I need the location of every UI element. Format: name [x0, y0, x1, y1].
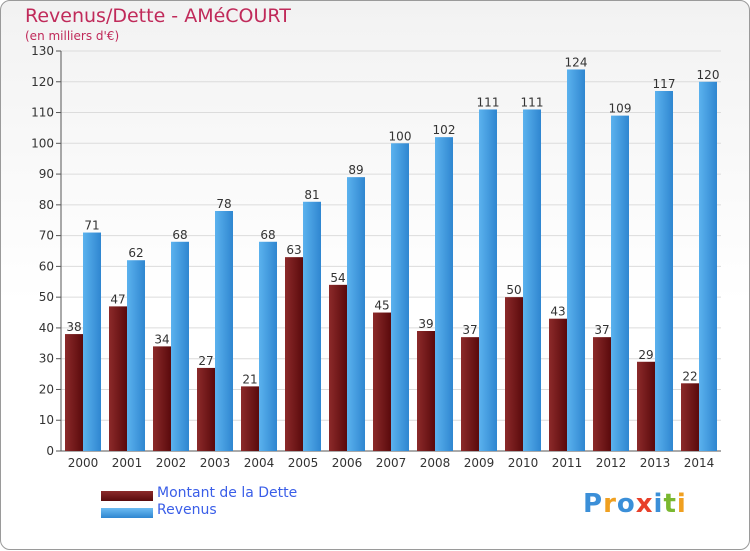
- legend-swatch-debt: [101, 491, 153, 501]
- revenue-bar: [347, 177, 365, 451]
- revenue-bar: [699, 81, 717, 452]
- legend-label-revenue: Revenus: [157, 502, 217, 518]
- revenue-value-label: 68: [260, 228, 275, 242]
- debt-value-label: 27: [198, 354, 213, 368]
- debt-value-label: 43: [550, 305, 565, 319]
- y-tick-label: 110: [31, 106, 54, 120]
- debt-value-label: 21: [242, 372, 257, 386]
- x-tick-label: 2007: [376, 456, 407, 470]
- x-tick-label: 2006: [332, 456, 363, 470]
- revenue-bar: [567, 69, 585, 451]
- x-tick-label: 2014: [684, 456, 715, 470]
- x-tick-label: 2012: [596, 456, 627, 470]
- x-tick-label: 2005: [288, 456, 319, 470]
- revenue-value-label: 81: [304, 188, 319, 202]
- debt-bar: [373, 312, 391, 451]
- y-tick-label: 50: [39, 290, 54, 304]
- revenue-value-label: 89: [348, 163, 363, 177]
- debt-bar: [417, 331, 435, 451]
- y-tick-label: 20: [39, 382, 54, 396]
- debt-value-label: 37: [594, 323, 609, 337]
- x-tick-label: 2009: [464, 456, 495, 470]
- debt-bar: [153, 346, 171, 451]
- debt-bar: [241, 386, 259, 451]
- revenue-bar: [611, 115, 629, 451]
- revenue-value-label: 117: [653, 77, 676, 91]
- debt-bar: [549, 318, 567, 451]
- x-tick-label: 2013: [640, 456, 671, 470]
- revenue-value-label: 109: [609, 102, 632, 116]
- revenue-value-label: 71: [84, 219, 99, 233]
- revenue-bar: [171, 241, 189, 451]
- debt-bar: [65, 334, 83, 451]
- revenue-bar: [259, 241, 277, 451]
- debt-value-label: 29: [638, 348, 653, 362]
- y-tick-label: 80: [39, 198, 54, 212]
- legend-swatch-revenue: [101, 508, 153, 518]
- revenue-bar: [391, 143, 409, 452]
- debt-value-label: 37: [462, 323, 477, 337]
- revenue-value-label: 100: [389, 129, 412, 143]
- debt-bar: [329, 284, 347, 451]
- x-tick-label: 2003: [200, 456, 231, 470]
- revenue-bar: [655, 91, 673, 451]
- debt-value-label: 54: [330, 271, 345, 285]
- y-tick-label: 10: [39, 413, 54, 427]
- revenue-bar: [523, 109, 541, 451]
- x-tick-label: 2008: [420, 456, 451, 470]
- y-tick-label: 120: [31, 75, 54, 89]
- debt-bar: [109, 306, 127, 451]
- revenue-value-label: 102: [433, 123, 456, 137]
- revenue-bar: [127, 260, 145, 451]
- y-tick-label: 130: [31, 44, 54, 58]
- y-tick-label: 40: [39, 321, 54, 335]
- revenue-bar: [215, 211, 233, 451]
- x-tick-label: 2011: [552, 456, 583, 470]
- revenue-bar: [479, 109, 497, 451]
- x-tick-label: 2000: [68, 456, 99, 470]
- debt-value-label: 34: [154, 332, 169, 346]
- y-tick-label: 0: [46, 444, 54, 458]
- debt-value-label: 63: [286, 243, 301, 257]
- revenue-bar: [83, 232, 101, 451]
- x-tick-label: 2001: [112, 456, 143, 470]
- debt-bar: [637, 361, 655, 451]
- revenue-bar: [303, 201, 321, 451]
- x-tick-label: 2004: [244, 456, 275, 470]
- x-tick-label: 2010: [508, 456, 539, 470]
- debt-value-label: 39: [418, 317, 433, 331]
- x-tick-label: 2002: [156, 456, 187, 470]
- debt-value-label: 50: [506, 283, 521, 297]
- y-tick-label: 60: [39, 259, 54, 273]
- debt-bar: [197, 367, 215, 451]
- revenue-bar: [435, 137, 453, 451]
- revenue-value-label: 120: [697, 68, 720, 82]
- revenue-value-label: 111: [521, 95, 544, 109]
- debt-bar: [593, 337, 611, 451]
- legend-label-debt: Montant de la Dette: [157, 485, 298, 501]
- y-tick-label: 100: [31, 136, 54, 150]
- proxiti-logo: Proxiti: [583, 489, 687, 519]
- debt-bar: [461, 337, 479, 451]
- revenue-value-label: 62: [128, 246, 143, 260]
- revenue-value-label: 78: [216, 197, 231, 211]
- y-tick-label: 30: [39, 352, 54, 366]
- debt-bar: [505, 297, 523, 451]
- debt-value-label: 38: [66, 320, 81, 334]
- revenue-value-label: 68: [172, 228, 187, 242]
- debt-bar: [285, 257, 303, 451]
- y-tick-label: 70: [39, 229, 54, 243]
- debt-value-label: 47: [110, 292, 125, 306]
- chart-subtitle: (en milliers d'€): [25, 29, 120, 43]
- y-tick-label: 90: [39, 167, 54, 181]
- chart-title: Revenus/Dette - AMéCOURT: [25, 5, 291, 27]
- debt-value-label: 22: [682, 369, 697, 383]
- revenue-value-label: 111: [477, 95, 500, 109]
- revenue-value-label: 124: [565, 55, 588, 69]
- debt-bar: [681, 383, 699, 451]
- debt-value-label: 45: [374, 299, 389, 313]
